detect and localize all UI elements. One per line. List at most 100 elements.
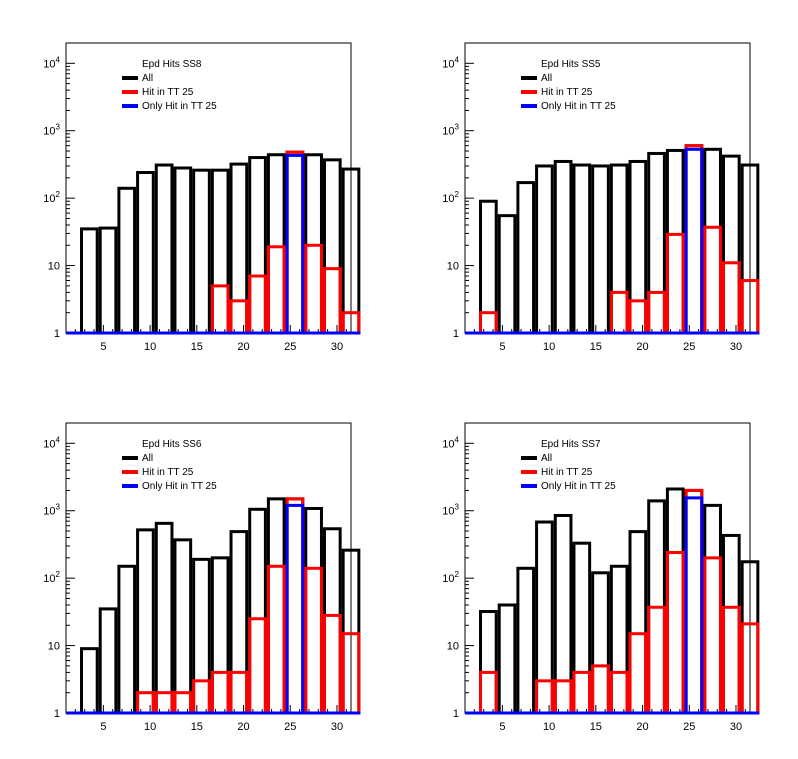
bar-all <box>229 162 249 335</box>
bar-hit-in-tt-25 <box>647 605 666 715</box>
bar-hit-in-tt-25 <box>322 267 342 335</box>
bar-only-hit-in-tt-25 <box>684 496 704 715</box>
bar-hit-in-tt-25 <box>647 290 666 335</box>
bar-all <box>572 541 592 715</box>
bar-all <box>497 214 517 335</box>
bar-hit-in-tt-25 <box>192 679 211 715</box>
x-tick-label: 10 <box>543 341 555 353</box>
legend-label: Hit in TT 25 <box>142 467 194 478</box>
bar-all <box>516 181 536 335</box>
y-tick-label: 1 <box>54 328 60 340</box>
bar-all <box>136 528 155 715</box>
chart-panel-ss6: 1 10 102 103 104 5 10 15 20 25 30 Epd Hits SS6 All Hi… <box>43 422 361 733</box>
bar-hit-in-tt-25 <box>304 566 323 715</box>
y-tick-label: 10 <box>447 641 459 653</box>
bar-all <box>628 530 648 715</box>
x-tick-label: 20 <box>636 341 648 353</box>
bar-all <box>609 163 629 335</box>
bar-all <box>647 151 666 335</box>
bar-all <box>173 538 193 715</box>
legend-label: Hit in TT 25 <box>541 467 593 478</box>
legend-label: Only Hit in TT 25 <box>142 101 217 112</box>
bar-all <box>479 610 498 715</box>
x-tick-label: 20 <box>636 721 648 733</box>
bar-all <box>684 488 704 715</box>
bar-all <box>609 564 629 715</box>
bar-all <box>117 564 137 715</box>
bar-all <box>210 556 230 715</box>
legend-label: Only Hit in TT 25 <box>541 481 616 492</box>
x-tick-label: 5 <box>499 341 505 353</box>
bar-all <box>322 527 342 715</box>
bar-all <box>684 144 704 335</box>
bar-hit-in-tt-25 <box>628 299 648 335</box>
bar-all <box>497 603 517 715</box>
bar-all <box>192 168 211 335</box>
y-tick-label: 1 <box>453 328 459 340</box>
x-tick-label: 30 <box>730 341 742 353</box>
bar-all <box>553 513 573 715</box>
y-tick-label: 103 <box>43 503 60 518</box>
bar-all <box>285 497 305 715</box>
x-tick-label: 25 <box>284 341 296 353</box>
bar-all <box>285 150 305 335</box>
bar-hit-in-tt-25 <box>721 261 741 335</box>
y-tick-label: 104 <box>43 435 60 450</box>
x-tick-label: 20 <box>237 341 249 353</box>
bar-only-hit-in-tt-25 <box>285 153 305 335</box>
bar-hit-in-tt-25 <box>591 664 610 715</box>
bar-hit-in-tt-25 <box>684 144 704 335</box>
bar-hit-in-tt-25 <box>684 488 704 715</box>
bar-hit-in-tt-25 <box>479 670 498 715</box>
legend-label: Only Hit in TT 25 <box>142 481 217 492</box>
legend-label: Hit in TT 25 <box>541 87 593 98</box>
x-tick-label: 20 <box>237 721 249 733</box>
bar-hit-in-tt-25 <box>248 274 267 335</box>
x-tick-label: 10 <box>543 721 555 733</box>
x-tick-label: 25 <box>683 341 695 353</box>
bar-hit-in-tt-25 <box>535 679 554 715</box>
bar-hit-in-tt-25 <box>721 605 741 715</box>
bar-all <box>572 163 592 335</box>
bar-all <box>304 506 323 715</box>
bar-all <box>553 159 573 335</box>
y-tick-label: 104 <box>442 55 459 70</box>
bar-hit-in-tt-25 <box>229 299 249 335</box>
bar-all <box>628 159 648 335</box>
bar-all <box>248 156 267 335</box>
y-tick-label: 102 <box>442 190 459 205</box>
chart-panel-ss7: 1 10 102 103 104 5 10 15 20 25 30 Epd Hits SS7 All Hi… <box>442 422 760 733</box>
bar-all <box>117 186 137 335</box>
legend-label: All <box>142 73 153 84</box>
bar-all <box>535 520 554 715</box>
bar-hit-in-tt-25 <box>609 670 629 715</box>
bar-all <box>665 487 685 715</box>
bar-hit-in-tt-25 <box>285 150 305 335</box>
x-tick-label: 30 <box>331 721 343 733</box>
bar-hit-in-tt-25 <box>553 679 573 715</box>
bar-hit-in-tt-25 <box>248 617 267 715</box>
bar-all <box>721 154 741 335</box>
bar-all <box>192 557 211 715</box>
bar-hit-in-tt-25 <box>665 551 685 715</box>
bar-hit-in-tt-25 <box>609 290 629 335</box>
bar-hit-in-tt-25 <box>229 670 249 715</box>
bar-hit-in-tt-25 <box>665 232 685 335</box>
bar-all <box>248 507 267 715</box>
bar-all <box>322 158 342 335</box>
bar-hit-in-tt-25 <box>479 311 498 335</box>
bar-all <box>98 226 118 335</box>
legend-label: All <box>541 453 552 464</box>
bar-all <box>721 533 741 715</box>
bar-all <box>80 647 99 715</box>
x-tick-label: 15 <box>191 341 203 353</box>
y-tick-label: 10 <box>48 641 60 653</box>
y-tick-label: 102 <box>43 570 60 585</box>
x-tick-label: 10 <box>144 721 156 733</box>
bar-hit-in-tt-25 <box>210 670 230 715</box>
bar-all <box>154 163 174 335</box>
bar-hit-in-tt-25 <box>572 670 592 715</box>
bar-hit-in-tt-25 <box>322 613 342 715</box>
bar-all <box>535 164 554 335</box>
y-tick-label: 102 <box>442 570 459 585</box>
